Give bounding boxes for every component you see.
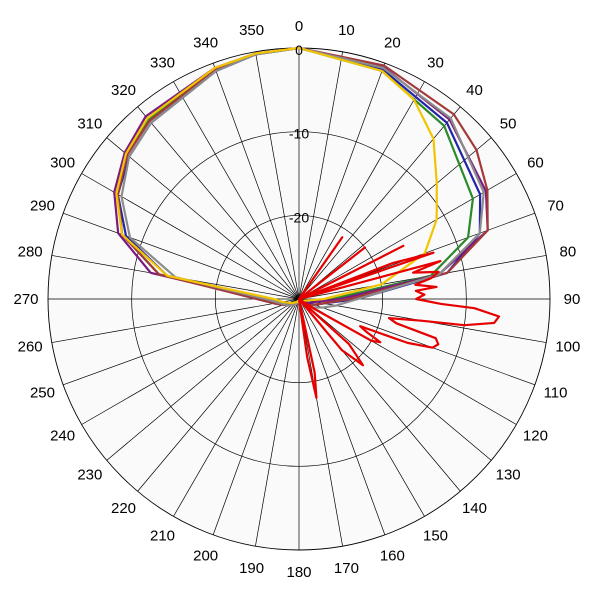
angle-tick-label-240: 240 bbox=[50, 428, 75, 445]
ring--10 bbox=[131, 131, 467, 467]
angle-tick-label-260: 260 bbox=[18, 338, 43, 355]
angle-tick-label-180: 180 bbox=[286, 564, 311, 581]
spoke-160 bbox=[298, 298, 386, 535]
ring--20 bbox=[214, 214, 384, 384]
angle-tick-label-230: 230 bbox=[77, 466, 102, 483]
spoke-230 bbox=[106, 298, 300, 461]
angle-tick-label-60: 60 bbox=[527, 155, 544, 172]
angle-tick-label-0: 0 bbox=[295, 18, 303, 35]
angle-tick-label-30: 30 bbox=[427, 55, 444, 72]
angle-tick-label-100: 100 bbox=[555, 338, 580, 355]
angle-tick-label-170: 170 bbox=[334, 560, 359, 577]
angle-tick-label-310: 310 bbox=[77, 116, 102, 133]
radial-tick-label-0: 0 bbox=[295, 42, 303, 58]
angle-tick-label-340: 340 bbox=[193, 34, 218, 51]
series-line-5 bbox=[120, 46, 485, 309]
angle-tick-label-220: 220 bbox=[111, 500, 136, 517]
angle-tick-label-320: 320 bbox=[111, 82, 136, 99]
angle-tick-label-290: 290 bbox=[30, 198, 55, 215]
spoke-320 bbox=[137, 106, 300, 300]
spoke-350 bbox=[255, 51, 300, 300]
spoke-150 bbox=[298, 298, 425, 517]
spoke-110 bbox=[298, 298, 535, 386]
angle-tick-label-330: 330 bbox=[150, 55, 175, 72]
spoke-340 bbox=[212, 63, 300, 300]
radial-tick-label--10: -10 bbox=[289, 126, 309, 142]
angle-tick-label-130: 130 bbox=[496, 466, 521, 483]
angle-tick-label-190: 190 bbox=[239, 560, 264, 577]
spoke-260 bbox=[51, 298, 300, 343]
spoke-30 bbox=[298, 81, 425, 300]
angle-tick-label-120: 120 bbox=[523, 428, 548, 445]
spoke-220 bbox=[137, 298, 300, 492]
angle-tick-label-40: 40 bbox=[466, 82, 483, 99]
spoke-310 bbox=[106, 137, 300, 300]
spoke-10 bbox=[298, 51, 343, 300]
angle-tick-label-160: 160 bbox=[380, 548, 405, 565]
angle-tick-label-250: 250 bbox=[30, 384, 55, 401]
series-line-7 bbox=[297, 236, 501, 399]
spoke-170 bbox=[298, 298, 343, 547]
angle-tick-label-150: 150 bbox=[423, 527, 448, 544]
spoke-240 bbox=[81, 298, 300, 425]
angle-tick-label-270: 270 bbox=[13, 291, 38, 308]
angle-tick-label-10: 10 bbox=[338, 22, 355, 39]
angle-tick-label-80: 80 bbox=[560, 244, 577, 261]
spoke-330 bbox=[173, 81, 300, 300]
angle-tick-label-110: 110 bbox=[544, 384, 568, 401]
spoke-130 bbox=[298, 298, 492, 461]
angle-tick-label-50: 50 bbox=[500, 116, 517, 133]
spoke-200 bbox=[212, 298, 300, 535]
spoke-290 bbox=[63, 212, 300, 300]
angle-tick-label-200: 200 bbox=[193, 548, 218, 565]
angle-tick-label-210: 210 bbox=[150, 527, 175, 544]
angle-tick-label-90: 90 bbox=[564, 291, 581, 308]
spoke-20 bbox=[298, 63, 386, 300]
spoke-190 bbox=[255, 298, 300, 547]
angle-tick-label-70: 70 bbox=[547, 198, 564, 215]
series-group bbox=[113, 46, 501, 399]
labels: 0 10 20 30 40 50 60 70 80 90 100 110 120 130 140 150 160… bbox=[13, 18, 580, 581]
angle-tick-label-20: 20 bbox=[384, 34, 401, 51]
angle-tick-label-280: 280 bbox=[18, 244, 43, 261]
angle-tick-label-300: 300 bbox=[50, 155, 75, 172]
angle-tick-label-350: 350 bbox=[239, 22, 264, 39]
spoke-210 bbox=[173, 298, 300, 517]
radial-tick-label--20: -20 bbox=[289, 209, 309, 225]
angle-tick-label-140: 140 bbox=[462, 500, 487, 517]
spoke-250 bbox=[63, 298, 300, 386]
